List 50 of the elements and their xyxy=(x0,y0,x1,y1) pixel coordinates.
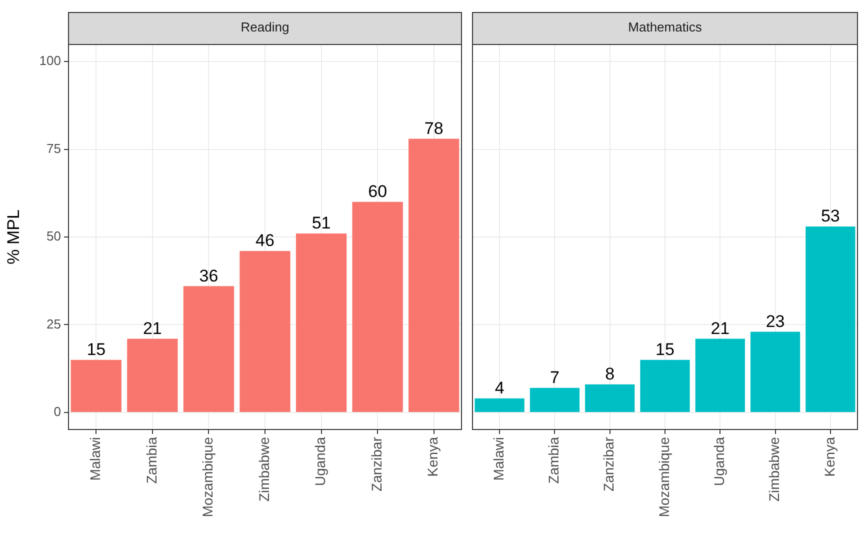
bar xyxy=(750,332,800,412)
bar xyxy=(806,226,856,412)
y-tick-label: 100 xyxy=(39,53,61,68)
bar xyxy=(127,338,178,412)
data-label: 21 xyxy=(710,318,730,338)
bar xyxy=(352,202,403,412)
y-tick-label: 50 xyxy=(46,228,61,244)
bar xyxy=(530,388,580,412)
x-tick-label: Malawi xyxy=(87,437,103,481)
bar xyxy=(70,360,122,412)
data-label: 78 xyxy=(424,118,444,138)
y-axis-title: % MPL xyxy=(4,210,23,264)
x-tick-label: Kenya xyxy=(821,436,838,477)
x-tick-label: Uganda xyxy=(711,436,727,486)
data-label: 36 xyxy=(199,266,218,286)
bar xyxy=(585,384,635,412)
bar xyxy=(695,338,745,412)
x-tick-label: Zambia xyxy=(143,436,160,484)
chart-title: Mathematics xyxy=(628,20,702,35)
y-tick-label: 25 xyxy=(46,316,61,332)
bar xyxy=(240,251,290,412)
bar xyxy=(183,286,234,412)
chart-title: Reading xyxy=(240,20,290,35)
y-tick-label: 0 xyxy=(54,404,61,420)
x-tick-label: Malawi xyxy=(490,437,506,481)
bar xyxy=(640,360,690,412)
data-label: 21 xyxy=(142,318,162,338)
bar xyxy=(296,233,347,412)
data-label: 7 xyxy=(550,368,560,388)
bar xyxy=(474,398,524,412)
data-label: 4 xyxy=(494,378,504,398)
x-tick-label: Zimbabwe xyxy=(256,436,272,502)
y-tick-label: 75 xyxy=(46,140,61,156)
bar xyxy=(408,138,460,412)
x-tick-label: Zanzibar xyxy=(368,436,384,492)
data-label: 53 xyxy=(820,206,840,226)
x-tick-label: Zambia xyxy=(546,436,562,484)
data-label: 60 xyxy=(368,182,388,202)
data-label: 23 xyxy=(766,312,785,331)
x-tick-label: Zimbabwe xyxy=(766,436,782,502)
x-tick-label: Kenya xyxy=(424,436,441,477)
x-tick-label: Mozambique xyxy=(656,436,672,518)
data-label: 15 xyxy=(656,340,674,360)
data-label: 15 xyxy=(86,340,106,360)
data-label: 8 xyxy=(605,364,615,384)
x-tick-label: Mozambique xyxy=(200,436,216,518)
x-tick-label: Uganda xyxy=(312,436,328,486)
data-label: 51 xyxy=(312,214,331,233)
data-label: 46 xyxy=(256,231,274,250)
x-tick-label: Zanzibar xyxy=(600,436,617,492)
